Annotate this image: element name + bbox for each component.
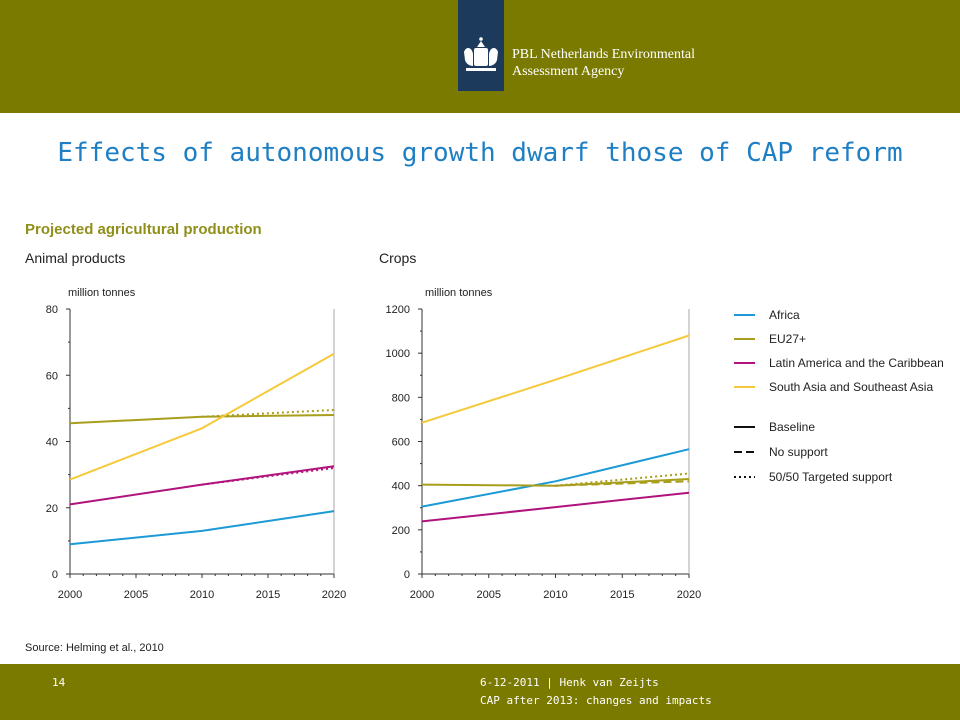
series-line-eu27-50-50-targeted-support-crops: [555, 472, 690, 487]
logo-emblem: [458, 0, 504, 91]
footer-date-author: 6-12-2011 | Henk van Zeijts: [480, 676, 659, 689]
chart-title: Projected agricultural production: [25, 221, 262, 238]
x-tick-label-animal: 2015: [256, 589, 280, 601]
x-tick-label-animal: 2000: [58, 589, 82, 601]
series-line-eu27-no-support-crops: [555, 480, 690, 487]
series-line-eu27-baseline-animal: [69, 414, 335, 425]
chart-source: Source: Helming et al., 2010: [25, 642, 164, 654]
page-number: 14: [52, 676, 66, 689]
x-tick-label-crops: 2000: [410, 589, 434, 601]
y-tick-label-crops: 400: [392, 481, 410, 493]
x-tick-label-crops: 2010: [543, 589, 567, 601]
y-tick-label-animal: 80: [46, 304, 58, 316]
y-tick-label-crops: 600: [392, 437, 410, 449]
org-name-line2: Assessment Agency: [512, 64, 625, 79]
series-line-africa-baseline-animal: [69, 510, 335, 546]
y-tick-label-crops: 1200: [386, 304, 410, 316]
series-line-south-asia-and-southeast-asia-baseline-crops: [421, 334, 690, 424]
chart-legend: Africa EU27+ Latin America and the Caribbe…: [734, 308, 944, 484]
footer-bar: [0, 664, 960, 720]
y-tick-label-crops: 800: [392, 392, 410, 404]
series-line-south-asia-and-southeast-asia-baseline-animal: [69, 352, 335, 481]
crest-icon: [464, 37, 498, 71]
x-tick-label-animal: 2005: [124, 589, 148, 601]
legend-label-baseline: Baseline: [769, 420, 815, 434]
org-name-line1: PBL Netherlands Environmental: [512, 47, 695, 62]
plot-crops: 0 200 400 600 800 1000 1200 2000 2005 2010 2015 202…: [386, 304, 702, 601]
legend-label-no-support: No support: [769, 445, 828, 459]
ylabel-animal: million tonnes: [68, 287, 136, 299]
legend-label-50-50-targeted-support: 50/50 Targeted support: [769, 470, 893, 484]
y-tick-label-crops: 200: [392, 525, 410, 537]
legend-label-africa: Africa: [769, 308, 800, 322]
series-line-eu27-baseline-crops: [421, 478, 690, 487]
panel-title-crops: Crops: [379, 250, 416, 266]
x-tick-label-crops: 2005: [477, 589, 501, 601]
legend-label-eu27: EU27+: [769, 332, 806, 346]
y-tick-label-animal: 20: [46, 503, 58, 515]
x-tick-label-animal: 2010: [190, 589, 214, 601]
footer-subtitle: CAP after 2013: changes and impacts: [480, 694, 712, 707]
y-tick-label-animal: 40: [46, 437, 58, 449]
series-line-latin-america-and-the-caribbean-baseline-animal: [69, 465, 335, 506]
slide-title: Effects of autonomous growth dwarf those…: [57, 138, 903, 168]
plot-animal-products: 0 20 40 60 80 2000 2005 2010 2015 2020: [46, 304, 346, 601]
legend-label-south-asia-and-southeast-asia: South Asia and Southeast Asia: [769, 380, 933, 394]
y-tick-label-crops: 0: [404, 569, 410, 581]
series-line-latin-america-and-the-caribbean-50-50-targeted-support-animal: [201, 467, 335, 486]
series-line-africa-baseline-crops: [421, 448, 690, 508]
series-line-eu27-50-50-targeted-support-animal: [201, 409, 335, 418]
y-tick-label-animal: 60: [46, 370, 58, 382]
x-tick-label-crops: 2020: [677, 589, 701, 601]
panel-title-animal: Animal products: [25, 250, 125, 266]
series-line-latin-america-and-the-caribbean-baseline-crops: [421, 491, 690, 523]
org-name: PBL Netherlands Environmental Assessment…: [512, 46, 695, 80]
x-tick-label-animal: 2020: [322, 589, 346, 601]
y-tick-label-crops: 1000: [386, 348, 410, 360]
legend-label-latin-america-and-the-caribbean: Latin America and the Caribbean: [769, 356, 944, 370]
y-tick-label-animal: 0: [52, 569, 58, 581]
chart-figure: Projected agricultural production Animal…: [25, 221, 944, 654]
ylabel-crops: million tonnes: [425, 287, 493, 299]
x-tick-label-crops: 2015: [610, 589, 634, 601]
